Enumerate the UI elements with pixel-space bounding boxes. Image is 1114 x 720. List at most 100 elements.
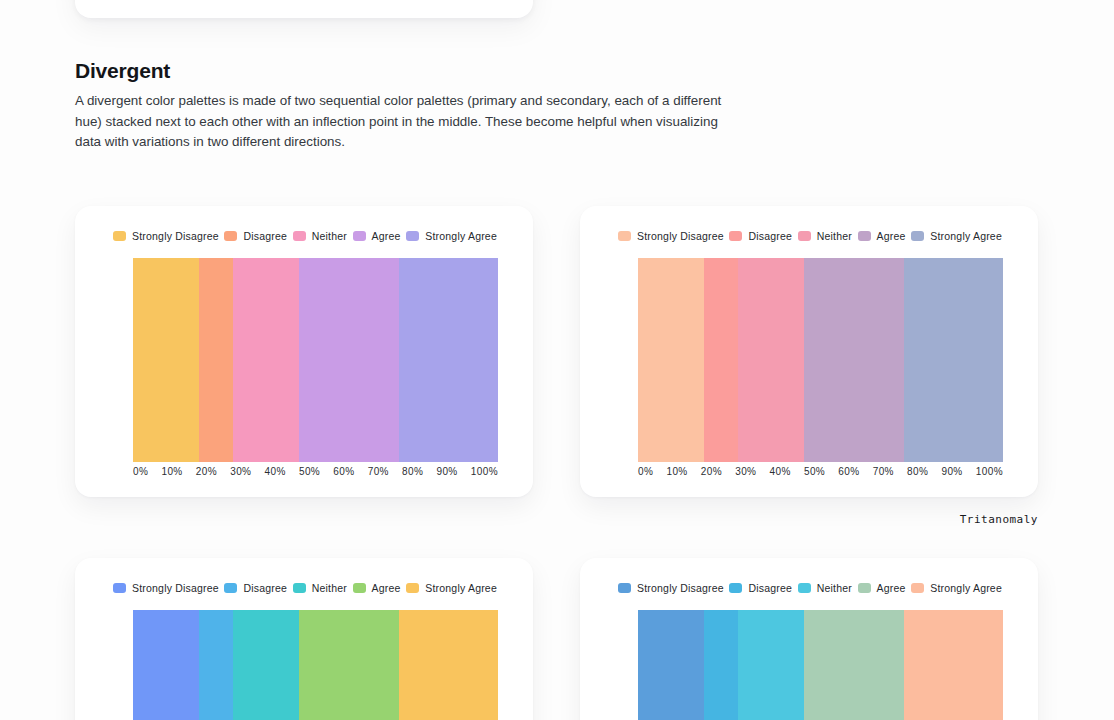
stacked-bar xyxy=(638,258,1003,462)
bar-segment xyxy=(233,610,299,720)
legend-swatch-icon xyxy=(406,583,419,593)
stacked-bar xyxy=(133,610,498,720)
tritanomaly-caption: Tritanomaly xyxy=(580,513,1038,526)
legend-label: Strongly Disagree xyxy=(132,230,219,242)
axis-tick-label: 30% xyxy=(230,466,251,477)
legend-label: Neither xyxy=(312,582,347,594)
legend-item: Disagree xyxy=(224,582,287,594)
axis-tick-label: 90% xyxy=(941,466,962,477)
legend-swatch-icon xyxy=(113,231,126,241)
stacked-bar xyxy=(133,258,498,462)
axis-tick-label: 90% xyxy=(436,466,457,477)
legend-swatch-icon xyxy=(293,231,306,241)
legend-item: Strongly Agree xyxy=(911,230,1002,242)
legend-swatch-icon xyxy=(353,583,366,593)
axis-tick-label: 80% xyxy=(907,466,928,477)
bar-segment xyxy=(638,258,704,462)
axis-tick-label: 100% xyxy=(471,466,498,477)
legend-swatch-icon xyxy=(113,583,126,593)
palette-chart-card-top-right: Strongly Disagree Disagree Neither Agree Str… xyxy=(580,206,1038,497)
stacked-bar xyxy=(638,610,1003,720)
legend-item: Agree xyxy=(353,230,401,242)
legend-swatch-icon xyxy=(618,231,631,241)
legend-label: Agree xyxy=(372,582,401,594)
axis-tick-label: 80% xyxy=(402,466,423,477)
bar-segment xyxy=(738,258,804,462)
legend-label: Strongly Disagree xyxy=(132,582,219,594)
bar-segment xyxy=(199,258,232,462)
legend-label: Strongly Agree xyxy=(425,582,497,594)
legend-label: Strongly Disagree xyxy=(637,582,724,594)
legend-swatch-icon xyxy=(858,231,871,241)
legend-item: Strongly Disagree xyxy=(113,230,219,242)
palette-chart-card-bottom-left: Strongly Disagree Disagree Neither Agree Str… xyxy=(75,558,533,720)
legend-swatch-icon xyxy=(618,583,631,593)
bar-segment xyxy=(904,610,1003,720)
legend-label: Strongly Disagree xyxy=(637,230,724,242)
legend-item: Strongly Agree xyxy=(911,582,1002,594)
chart-legend: Strongly Disagree Disagree Neither Agree Str… xyxy=(618,230,1002,242)
bar-segment xyxy=(638,610,704,720)
legend-swatch-icon xyxy=(729,231,742,241)
legend-swatch-icon xyxy=(911,583,924,593)
legend-label: Disagree xyxy=(243,230,287,242)
chart-grid: Strongly Disagree Disagree Neither Agree Str… xyxy=(75,206,1038,720)
legend-label: Disagree xyxy=(748,582,792,594)
legend-label: Neither xyxy=(817,582,852,594)
axis-tick-label: 50% xyxy=(804,466,825,477)
legend-swatch-icon xyxy=(224,583,237,593)
legend-swatch-icon xyxy=(224,231,237,241)
legend-swatch-icon xyxy=(729,583,742,593)
legend-item: Strongly Agree xyxy=(406,582,497,594)
bar-segment xyxy=(704,610,737,720)
x-axis: 0%10%20%30%40%50%60%70%80%90%100% xyxy=(133,466,498,477)
bar-segment xyxy=(904,258,1003,462)
axis-tick-label: 10% xyxy=(666,466,687,477)
legend-label: Agree xyxy=(372,230,401,242)
axis-tick-label: 40% xyxy=(770,466,791,477)
chart-legend: Strongly Disagree Disagree Neither Agree Str… xyxy=(113,582,497,594)
legend-item: Agree xyxy=(353,582,401,594)
legend-item: Strongly Disagree xyxy=(618,230,724,242)
legend-item: Agree xyxy=(858,230,906,242)
bar-segment xyxy=(133,610,199,720)
legend-item: Agree xyxy=(858,582,906,594)
axis-tick-label: 70% xyxy=(873,466,894,477)
bar-segment xyxy=(233,258,299,462)
axis-tick-label: 10% xyxy=(161,466,182,477)
bar-segment xyxy=(299,258,399,462)
axis-tick-label: 20% xyxy=(196,466,217,477)
legend-item: Strongly Disagree xyxy=(618,582,724,594)
legend-swatch-icon xyxy=(798,231,811,241)
bar-segment xyxy=(133,258,199,462)
axis-tick-label: 0% xyxy=(638,466,653,477)
legend-item: Strongly Agree xyxy=(406,230,497,242)
legend-label: Disagree xyxy=(748,230,792,242)
bar-segment xyxy=(804,610,904,720)
legend-label: Strongly Agree xyxy=(930,582,1002,594)
legend-swatch-icon xyxy=(353,231,366,241)
legend-label: Strongly Agree xyxy=(930,230,1002,242)
axis-tick-label: 50% xyxy=(299,466,320,477)
legend-item: Disagree xyxy=(729,582,792,594)
palette-chart-card-top-left: Strongly DisagreeDisagreeNeitherAgreeStr… xyxy=(75,206,533,497)
axis-tick-label: 30% xyxy=(735,466,756,477)
axis-tick-label: 20% xyxy=(701,466,722,477)
legend-label: Agree xyxy=(877,582,906,594)
previous-card-bottom-edge xyxy=(75,0,533,18)
page-title: Divergent xyxy=(75,58,170,83)
chart-legend: Strongly DisagreeDisagreeNeitherAgreeStr… xyxy=(113,230,497,242)
palette-chart-card-bottom-right: Strongly Disagree Disagree Neither Agree Str… xyxy=(580,558,1038,720)
bar-segment xyxy=(804,258,904,462)
legend-item: Neither xyxy=(293,582,347,594)
legend-label: Neither xyxy=(817,230,852,242)
legend-item: Strongly Disagree xyxy=(113,582,219,594)
legend-label: Agree xyxy=(877,230,906,242)
bar-segment xyxy=(199,610,232,720)
legend-label: Strongly Agree xyxy=(425,230,497,242)
axis-tick-label: 60% xyxy=(333,466,354,477)
bar-segment xyxy=(704,258,737,462)
x-axis: 0%10%20%30%40%50%60%70%80%90%100% xyxy=(638,466,1003,477)
legend-item: Neither xyxy=(798,230,852,242)
axis-tick-label: 40% xyxy=(265,466,286,477)
